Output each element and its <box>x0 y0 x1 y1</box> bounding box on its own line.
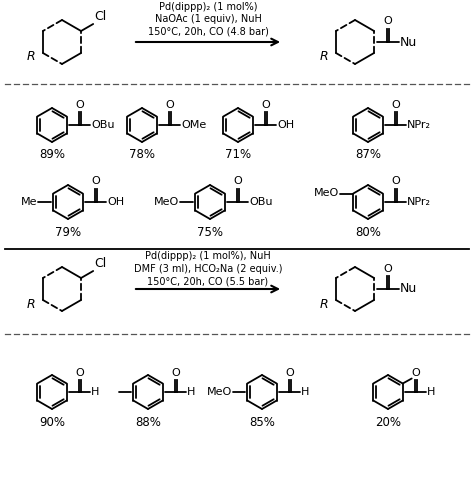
Text: H: H <box>427 387 436 397</box>
Text: NaOAc (1 equiv), NuH: NaOAc (1 equiv), NuH <box>155 14 262 24</box>
Text: O: O <box>92 176 100 186</box>
Text: 80%: 80% <box>355 226 381 239</box>
Text: 71%: 71% <box>225 149 251 162</box>
Text: O: O <box>172 367 181 378</box>
Text: Cl: Cl <box>94 10 107 23</box>
Text: 79%: 79% <box>55 226 81 239</box>
Text: Cl: Cl <box>94 257 107 270</box>
Text: H: H <box>187 387 195 397</box>
Text: R: R <box>27 51 35 64</box>
Text: OBu: OBu <box>91 120 115 130</box>
Text: DMF (3 ml), HCO₂Na (2 equiv.): DMF (3 ml), HCO₂Na (2 equiv.) <box>134 264 282 274</box>
Text: 88%: 88% <box>135 415 161 428</box>
Text: MeO: MeO <box>207 387 232 397</box>
Text: 150°C, 20h, CO (5.5 bar): 150°C, 20h, CO (5.5 bar) <box>147 277 269 287</box>
Text: 20%: 20% <box>375 415 401 428</box>
Text: R: R <box>319 51 328 64</box>
Text: O: O <box>76 99 84 109</box>
Text: NPr₂: NPr₂ <box>407 120 431 130</box>
Text: Pd(dippp)₂ (1 mol%): Pd(dippp)₂ (1 mol%) <box>159 2 257 12</box>
Text: OH: OH <box>107 197 124 207</box>
Text: 89%: 89% <box>39 149 65 162</box>
Text: R: R <box>27 298 35 311</box>
Text: O: O <box>392 99 401 109</box>
Text: O: O <box>286 367 294 378</box>
Text: 150°C, 20h, CO (4.8 bar): 150°C, 20h, CO (4.8 bar) <box>147 27 268 37</box>
Text: NPr₂: NPr₂ <box>407 197 431 207</box>
Text: Me: Me <box>20 197 37 207</box>
Text: 90%: 90% <box>39 415 65 428</box>
Text: O: O <box>384 263 392 273</box>
Text: O: O <box>384 16 392 26</box>
Text: 85%: 85% <box>249 415 275 428</box>
Text: Nu: Nu <box>400 35 417 49</box>
Text: O: O <box>76 367 84 378</box>
Text: O: O <box>412 367 420 378</box>
Text: O: O <box>392 176 401 186</box>
Text: OBu: OBu <box>249 197 273 207</box>
Text: 87%: 87% <box>355 149 381 162</box>
Text: MeO: MeO <box>314 188 339 198</box>
Text: MeO: MeO <box>154 197 179 207</box>
Text: R: R <box>319 298 328 311</box>
Text: 75%: 75% <box>197 226 223 239</box>
Text: OMe: OMe <box>181 120 206 130</box>
Text: H: H <box>91 387 100 397</box>
Text: Pd(dippp)₂ (1 mol%), NuH: Pd(dippp)₂ (1 mol%), NuH <box>145 251 271 261</box>
Text: 78%: 78% <box>129 149 155 162</box>
Text: O: O <box>234 176 243 186</box>
Text: O: O <box>262 99 271 109</box>
Text: O: O <box>166 99 174 109</box>
Text: H: H <box>301 387 310 397</box>
Text: Nu: Nu <box>400 282 417 296</box>
Text: OH: OH <box>277 120 294 130</box>
